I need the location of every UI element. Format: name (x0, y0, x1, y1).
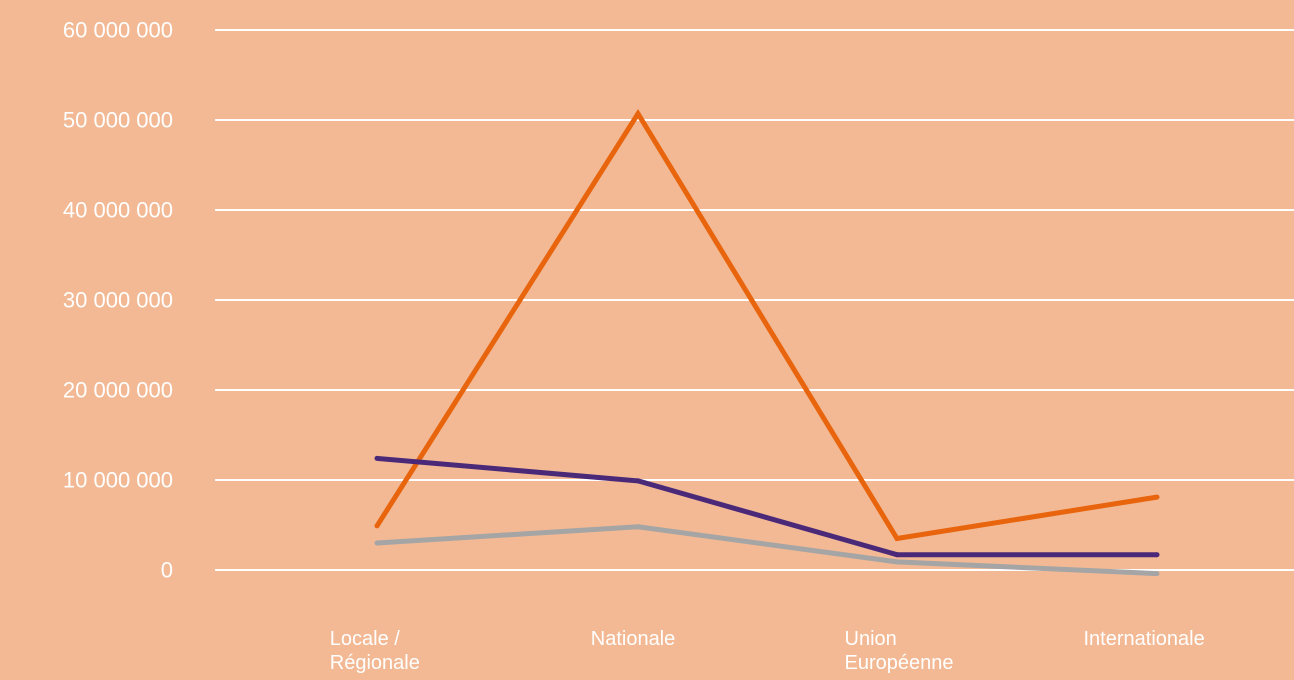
x-category-label-line: Européenne (845, 652, 954, 674)
series-line-3 (376, 524, 1158, 577)
x-category-label: Union Européenne (845, 628, 954, 674)
x-category-label-line: Union (845, 628, 897, 650)
y-tick-label: 60 000 000 (63, 18, 173, 43)
x-category-label: Nationale (591, 628, 676, 650)
y-tick-label: 10 000 000 (63, 468, 173, 493)
x-category-label-line: Nationale (591, 628, 676, 650)
data-point (1154, 571, 1160, 577)
data-point (894, 559, 900, 565)
y-tick-label: 20 000 000 (63, 378, 173, 403)
data-point (374, 540, 380, 546)
x-axis-category-labels: Locale / Régionale Nationale Union Européenn… (330, 628, 1205, 674)
y-tick-label: 30 000 000 (63, 288, 173, 313)
data-point (635, 478, 641, 484)
data-point (894, 536, 900, 541)
x-category-label: Internationale (1084, 628, 1205, 650)
data-point (374, 455, 380, 461)
data-point (894, 552, 900, 558)
x-category-label-line: Locale / (330, 628, 400, 650)
data-point (635, 524, 641, 530)
data-point (1154, 552, 1160, 558)
gridlines (215, 29, 1294, 571)
series-line-2 (376, 455, 1157, 558)
x-category-label-line: Régionale (330, 652, 420, 674)
data-point (1154, 494, 1160, 500)
y-tick-label: 40 000 000 (63, 198, 173, 223)
data-point (635, 111, 641, 117)
x-category-label: Locale / Régionale (330, 628, 420, 674)
series-lines (374, 108, 1160, 577)
series-line-1 (374, 108, 1158, 542)
y-axis-tick-labels: 0 10 000 000 20 000 000 30 000 000 40 000 00… (63, 18, 173, 583)
y-tick-label: 0 (161, 558, 173, 583)
y-tick-label: 50 000 000 (63, 108, 173, 133)
x-category-label-line: Internationale (1084, 628, 1205, 650)
data-point (374, 523, 380, 529)
